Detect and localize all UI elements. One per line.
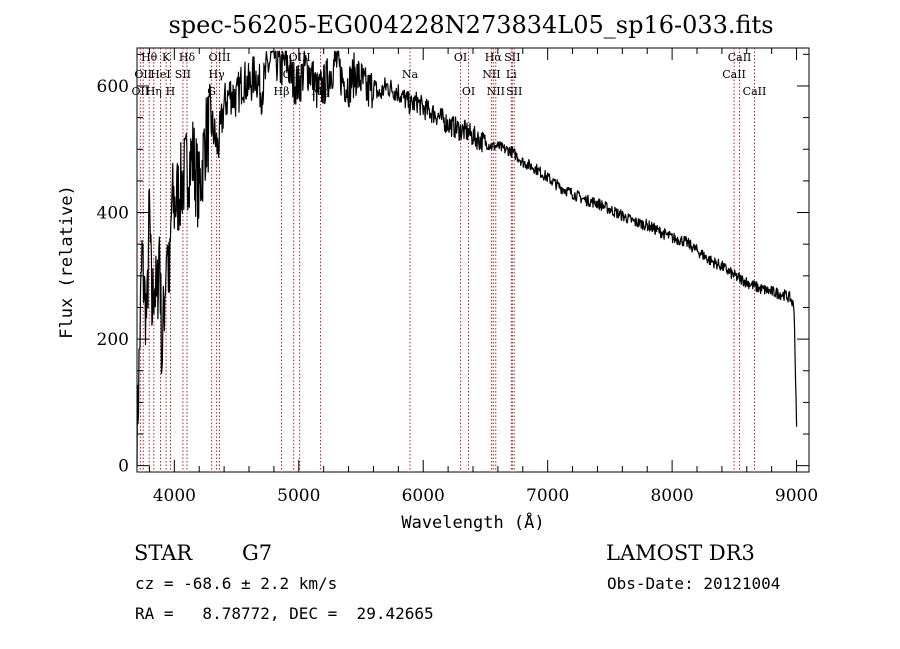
spectral-line-label: OIII [208,51,230,64]
spectral-line-label: CaII [728,51,752,64]
spectral-line-label: H [166,85,176,98]
observation-date: Obs-Date: 20121004 [607,574,780,593]
spectral-line-label: SII [506,85,522,98]
y-axis: 0 200 400 600 [97,53,809,477]
x-tick-label: 7000 [526,486,569,506]
spectral-line-label: CaII [722,68,746,81]
spectral-line-label: CaII [743,85,767,98]
x-axis: 4000 5000 6000 7000 8000 9000 [148,48,818,506]
object-subclass: G7 [242,541,272,565]
spectral-line-label: NII [487,85,505,98]
spectral-line-label: OII [132,85,150,98]
spectral-line-label: OI [454,51,467,64]
y-tick-label: 600 [97,77,129,97]
spectral-line-label: K [162,51,171,64]
y-axis-label: Flux (relative) [57,185,77,339]
spectral-line-label: Hθ [141,51,158,64]
ra-dec-coordinates: RA = 8.78772, DEC = 29.42665 [135,604,434,623]
survey-name: LAMOST DR3 [606,541,755,565]
spectral-line-label: Hη [146,85,162,98]
object-class: STAR [134,541,193,565]
y-tick-label: 200 [97,330,129,350]
y-tick-label: 400 [97,204,129,224]
x-tick-label: 4000 [153,486,196,506]
spectral-line-labels: OIIOIIHθHηHeIKHSIIHδGHγOIIIHβOIIIOIIIMgN… [132,51,767,98]
spectral-line-label: HeI [150,68,170,81]
spectral-line-label: Hγ [209,68,226,81]
spectral-line-label: SII [504,51,520,64]
spectral-line-label: Na [402,68,419,81]
x-tick-label: 8000 [650,486,693,506]
spectral-line-markers [139,48,755,472]
chart-title: spec-56205-EG004228N273834L05_sp16-033.f… [168,11,773,39]
spectral-line-label: Hβ [274,85,290,98]
spectral-line-label: SII [175,68,191,81]
redshift-velocity: cz = -68.6 ± 2.2 km/s [135,574,337,593]
spectral-line-label: Hδ [179,51,196,64]
flux-series-line [136,50,798,466]
spectral-line-label: OII [134,68,152,81]
spectral-line-label: Hα [485,51,503,64]
spectral-line-label: NII [482,68,500,81]
spectral-line-label: G [207,85,216,98]
x-axis-label: Wavelength (Å) [401,511,544,533]
spectral-line-label: Li [506,68,517,81]
y-tick-label: 0 [118,457,129,477]
spectral-line-label: OI [462,85,475,98]
x-tick-label: 6000 [402,486,445,506]
x-tick-label: 5000 [277,486,320,506]
x-tick-label: 9000 [775,486,818,506]
